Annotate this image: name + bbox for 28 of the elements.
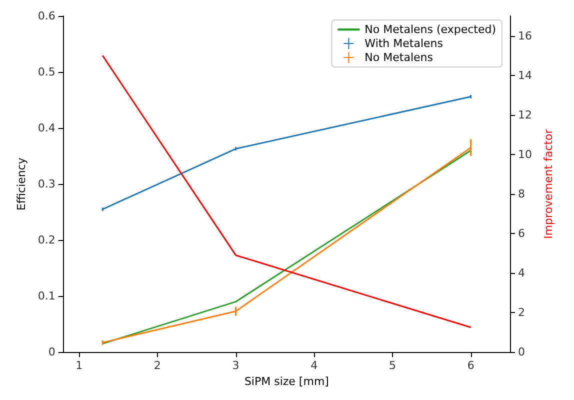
y-tick-label: 0.5 bbox=[38, 66, 56, 79]
x-tick-label: 3 bbox=[232, 359, 240, 372]
y2-tick-label: 16 bbox=[518, 29, 532, 42]
y2-tick-label: 4 bbox=[518, 266, 525, 280]
y2-tick-label: 2 bbox=[518, 306, 525, 320]
x-tick-label: 6 bbox=[467, 359, 474, 372]
x-tick-label: 4 bbox=[310, 359, 318, 372]
y2-tick-label: 6 bbox=[518, 226, 525, 240]
y-tick-label: 0.1 bbox=[38, 290, 56, 303]
x-tick-label: 1 bbox=[76, 359, 83, 372]
legend-label: No Metalens (expected) bbox=[364, 23, 496, 36]
y-tick-label: 0.4 bbox=[38, 122, 56, 135]
x-tick-label: 2 bbox=[154, 359, 161, 372]
y-axis-title: Efficiency bbox=[15, 157, 28, 211]
y-tick-label: 0.2 bbox=[38, 234, 56, 247]
y2-tick-label: 10 bbox=[518, 148, 532, 161]
y-tick-label: 0 bbox=[48, 346, 56, 359]
legend-label: No Metalens bbox=[364, 51, 434, 64]
legend-label: With Metalens bbox=[364, 37, 444, 50]
x-axis-title: SiPM size [mm] bbox=[244, 375, 329, 388]
y-tick-label: 0.6 bbox=[38, 10, 56, 22]
x-tick-label: 5 bbox=[388, 359, 396, 372]
y2-tick-label: 0 bbox=[518, 346, 525, 359]
y2-tick-label: 12 bbox=[518, 108, 532, 122]
y2-axis-title: Improvement factor bbox=[542, 128, 555, 239]
y-tick-label: 0.3 bbox=[38, 178, 56, 191]
y2-tick-label: 14 bbox=[518, 68, 532, 82]
y2-tick-label: 8 bbox=[518, 187, 525, 200]
